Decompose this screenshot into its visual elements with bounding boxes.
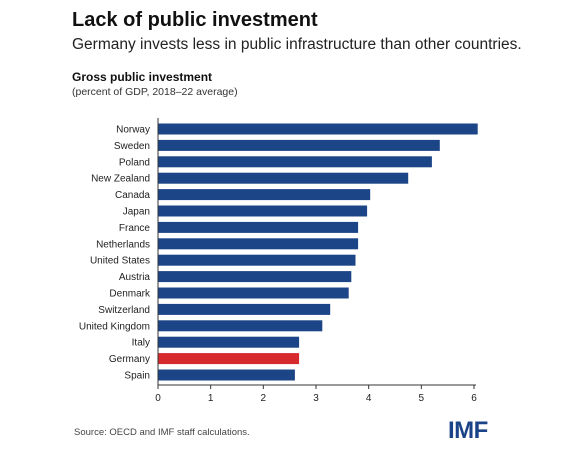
page-subtitle: Germany invests less in public infrastru… [72, 36, 522, 53]
x-tick-label: 6 [471, 393, 477, 404]
category-label: Denmark [109, 289, 151, 300]
bar-poland [158, 156, 432, 168]
bar-canada [158, 189, 371, 201]
chart-subtitle: (percent of GDP, 2018–22 average) [72, 86, 238, 98]
bar-switzerland [158, 303, 331, 315]
bar-italy [158, 336, 300, 348]
bar-united-states [158, 254, 356, 266]
x-tick-label: 4 [366, 393, 372, 404]
chart-title: Gross public investment [72, 70, 213, 84]
category-label: Japan [123, 207, 150, 218]
category-label: United Kingdom [79, 321, 150, 332]
category-label: United States [90, 256, 150, 267]
category-label: Germany [109, 354, 150, 365]
bar-spain [158, 369, 295, 381]
x-tick-label: 2 [261, 393, 267, 404]
bar-denmark [158, 287, 349, 299]
x-tick-label: 0 [155, 393, 161, 404]
category-label: Switzerland [98, 305, 150, 316]
category-label: Canada [115, 190, 150, 201]
x-tick-label: 5 [419, 393, 425, 404]
bar-norway [158, 123, 478, 135]
category-label: Netherlands [96, 239, 150, 250]
category-label: New Zealand [91, 174, 150, 185]
category-label: Spain [124, 371, 150, 382]
category-label: Sweden [114, 141, 150, 152]
imf-logo: IMF [448, 417, 488, 444]
bar-japan [158, 205, 368, 217]
source-note: Source: OECD and IMF staff calculations. [74, 427, 250, 438]
x-tick-label: 3 [313, 393, 319, 404]
category-label: Austria [119, 272, 151, 283]
bar-netherlands [158, 238, 359, 250]
bar-sweden [158, 139, 440, 151]
bar-united-kingdom [158, 320, 323, 332]
category-label: France [119, 223, 151, 234]
page-title: Lack of public investment [72, 9, 318, 31]
bar-germany [158, 353, 300, 365]
category-label: Poland [119, 157, 150, 168]
category-label: Italy [132, 338, 150, 349]
bar-france [158, 221, 359, 233]
x-tick-label: 1 [208, 393, 214, 404]
bar-new-zealand [158, 172, 409, 184]
category-label: Norway [116, 125, 150, 136]
bar-austria [158, 271, 352, 283]
